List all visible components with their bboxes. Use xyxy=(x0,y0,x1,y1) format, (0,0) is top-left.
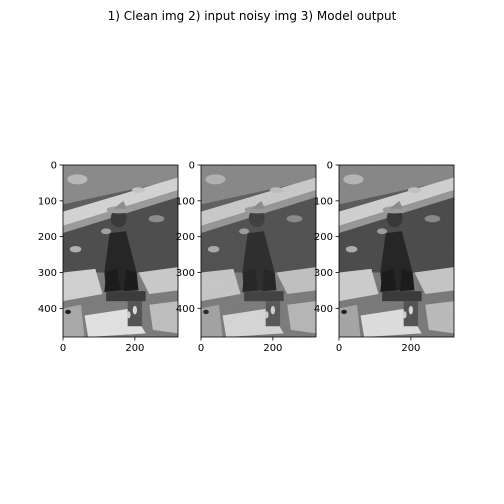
y-tick-label: 0 xyxy=(327,161,333,172)
axes-frame xyxy=(62,164,179,338)
panels: 0 100 200 300 400 0 200 0 100 200 300 400 0 200 0 100 20… xyxy=(38,161,455,354)
y-tick-label: 100 xyxy=(38,196,57,207)
y-tick-label: 0 xyxy=(51,161,57,172)
x-tick-label: 0 xyxy=(60,343,66,354)
y-tick-label: 100 xyxy=(176,196,195,207)
y-tick-label: 0 xyxy=(189,161,195,172)
y-tick-label: 300 xyxy=(314,268,333,279)
y-tick-label: 300 xyxy=(176,268,195,279)
y-tick-label: 300 xyxy=(38,268,57,279)
axes-frame xyxy=(338,164,455,338)
panel-image xyxy=(339,165,454,337)
y-tick-label: 200 xyxy=(176,232,195,243)
axes-frame xyxy=(200,164,317,338)
panel-3: 0 100 200 300 400 0 200 xyxy=(314,161,455,354)
y-tick-label: 100 xyxy=(314,196,333,207)
x-tick-label: 200 xyxy=(125,343,144,354)
x-tick-label: 0 xyxy=(198,343,204,354)
y-tick-label: 400 xyxy=(38,304,57,315)
x-tick-label: 200 xyxy=(401,343,420,354)
x-tick-label: 0 xyxy=(336,343,342,354)
y-tick-label: 200 xyxy=(314,232,333,243)
panel-image xyxy=(63,165,178,337)
y-tick-label: 400 xyxy=(176,304,195,315)
y-tick-label: 400 xyxy=(314,304,333,315)
panel-image xyxy=(201,165,316,337)
panel-2: 0 100 200 300 400 0 200 xyxy=(176,161,317,354)
panel-1: 0 100 200 300 400 0 200 xyxy=(38,161,179,354)
x-tick-label: 200 xyxy=(263,343,282,354)
figure-suptitle: 1) Clean img 2) input noisy img 3) Model… xyxy=(108,9,397,23)
y-tick-label: 200 xyxy=(38,232,57,243)
